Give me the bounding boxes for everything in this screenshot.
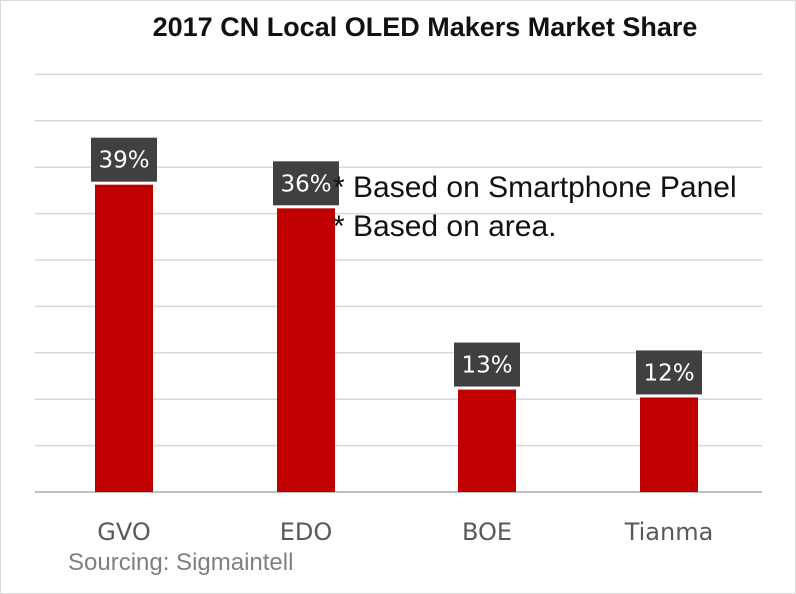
- x-tick-label: BOE: [462, 518, 512, 546]
- x-tick-label: Tianma: [624, 518, 714, 546]
- annotation-area: * Based on area.: [333, 210, 557, 243]
- x-tick-labels: GVO EDO BOE Tianma: [97, 518, 713, 546]
- data-label-box: [273, 161, 339, 206]
- data-label: 36%: [280, 171, 331, 197]
- bar-gvo: [95, 184, 153, 492]
- data-label: 12%: [643, 360, 694, 386]
- annotations: * Based on Smartphone Panel * Based on a…: [333, 168, 737, 246]
- bars: [95, 184, 698, 492]
- annotation-smartphone-panel: * Based on Smartphone Panel: [333, 171, 737, 204]
- x-tick-label: GVO: [97, 518, 150, 546]
- bar-edo: [277, 208, 335, 492]
- data-label: 39%: [98, 148, 149, 174]
- source-note: Sourcing: Sigmaintell: [68, 549, 294, 576]
- data-label-box: [454, 342, 520, 387]
- data-label-box: [91, 137, 157, 182]
- data-label: 13%: [461, 353, 512, 379]
- data-labels: 39% 36% 13% 12%: [91, 137, 702, 395]
- x-tick-label: EDO: [280, 518, 333, 546]
- chart-title: 2017 CN Local OLED Makers Market Share: [152, 12, 698, 42]
- data-label-box: [636, 350, 702, 395]
- bar-boe: [458, 389, 516, 492]
- bar-tianma: [640, 397, 698, 492]
